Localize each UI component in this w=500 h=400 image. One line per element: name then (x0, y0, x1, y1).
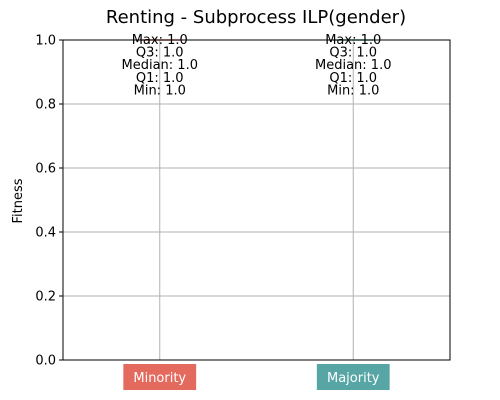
stat-annotation: Min: 1.0 (134, 83, 186, 98)
y-tick-label: 0.0 (35, 354, 56, 369)
stat-annotation: Q1: 1.0 (136, 71, 184, 86)
y-axis-ticks: 0.0 0.2 0.4 0.6 0.8 1.0 (35, 34, 63, 369)
stat-annotation: Max: 1.0 (132, 33, 188, 48)
stat-annotation: Median: 1.0 (122, 58, 198, 73)
category-labels: Minority Majority (123, 364, 390, 390)
category-label: Minority (133, 371, 186, 386)
chart-title: Renting - Subprocess ILP(gender) (106, 7, 406, 28)
stat-annotation: Min: 1.0 (327, 83, 379, 98)
y-axis-label: Fitness (11, 178, 26, 223)
stat-annotation: Q1: 1.0 (329, 71, 377, 86)
plot-area-frame (62, 39, 451, 361)
category-badge (316, 364, 390, 390)
y-tick-label: 0.2 (35, 290, 56, 305)
stat-annotation: Q3: 1.0 (136, 46, 184, 61)
stat-annotation: Max: 1.0 (325, 33, 381, 48)
y-tick-label: 1.0 (35, 34, 56, 49)
y-tick-label: 0.4 (35, 226, 56, 241)
y-tick-label: 0.8 (35, 98, 56, 113)
y-tick-label: 0.6 (35, 162, 56, 177)
stat-annotation: Q3: 1.0 (329, 46, 377, 61)
grid-lines (63, 39, 450, 361)
category-label: Majority (327, 371, 380, 386)
category-badge (123, 364, 197, 390)
stat-annotation: Median: 1.0 (315, 58, 391, 73)
